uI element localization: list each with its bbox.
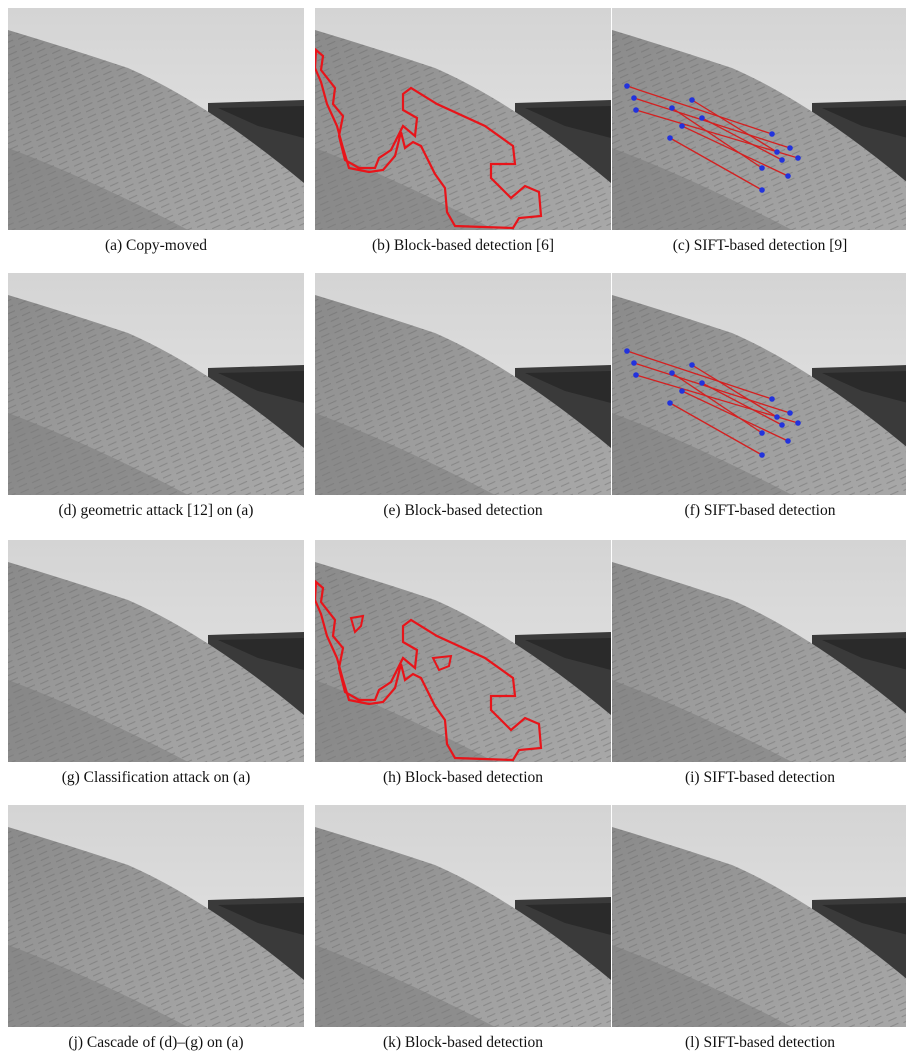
photo xyxy=(315,805,611,1027)
keypoint xyxy=(689,97,695,103)
photo xyxy=(315,540,611,762)
keypoint xyxy=(631,95,637,101)
keypoint xyxy=(769,131,775,137)
caption: (f) SIFT-based detection xyxy=(612,502,906,520)
keypoint xyxy=(779,422,785,428)
keypoint xyxy=(667,400,673,406)
photo xyxy=(8,805,304,1027)
caption: (a) Copy-moved xyxy=(8,237,304,255)
keypoint xyxy=(769,396,775,402)
keypoint xyxy=(699,380,705,386)
photo xyxy=(315,273,611,495)
scene xyxy=(8,8,304,230)
photo xyxy=(8,273,304,495)
panel: (i) SIFT-based detection xyxy=(612,540,906,787)
keypoint xyxy=(631,360,637,366)
caption: (j) Cascade of (d)–(g) on (a) xyxy=(8,1034,304,1052)
keypoint xyxy=(624,83,630,89)
keypoint xyxy=(633,372,639,378)
photo xyxy=(8,540,304,762)
keypoint xyxy=(759,452,765,458)
scene xyxy=(612,540,906,762)
panel: (j) Cascade of (d)–(g) on (a) xyxy=(8,805,304,1052)
keypoint xyxy=(787,145,793,151)
scene xyxy=(612,805,906,1027)
caption: (l) SIFT-based detection xyxy=(612,1034,906,1052)
photo xyxy=(315,8,611,230)
scene xyxy=(8,540,304,762)
photo xyxy=(8,8,304,230)
caption: (g) Classification attack on (a) xyxy=(8,769,304,787)
keypoint xyxy=(699,115,705,121)
keypoint xyxy=(689,362,695,368)
keypoint xyxy=(759,187,765,193)
panel: (e) Block-based detection xyxy=(315,273,611,520)
keypoint xyxy=(669,370,675,376)
scene xyxy=(315,540,611,762)
keypoint xyxy=(795,155,801,161)
keypoint xyxy=(774,414,780,420)
panel: (b) Block-based detection [6] xyxy=(315,8,611,255)
scene xyxy=(612,273,906,495)
panel: (h) Block-based detection xyxy=(315,540,611,787)
panel: (c) SIFT-based detection [9] xyxy=(612,8,906,255)
photo xyxy=(612,540,906,762)
caption: (b) Block-based detection [6] xyxy=(315,237,611,255)
caption: (d) geometric attack [12] on (a) xyxy=(8,502,304,520)
scene xyxy=(315,8,611,230)
keypoint xyxy=(795,420,801,426)
scene xyxy=(8,273,304,495)
scene xyxy=(612,8,906,230)
scene xyxy=(315,273,611,495)
panel: (a) Copy-moved xyxy=(8,8,304,255)
caption: (e) Block-based detection xyxy=(315,502,611,520)
keypoint xyxy=(779,157,785,163)
panel: (l) SIFT-based detection xyxy=(612,805,906,1052)
panel: (f) SIFT-based detection xyxy=(612,273,906,520)
keypoint xyxy=(679,123,685,129)
caption: (h) Block-based detection xyxy=(315,769,611,787)
caption: (i) SIFT-based detection xyxy=(612,769,906,787)
photo xyxy=(612,273,906,495)
scene xyxy=(8,805,304,1027)
keypoint xyxy=(669,105,675,111)
keypoint xyxy=(785,173,791,179)
scene xyxy=(315,805,611,1027)
caption: (c) SIFT-based detection [9] xyxy=(612,237,906,255)
keypoint xyxy=(679,388,685,394)
keypoint xyxy=(785,438,791,444)
keypoint xyxy=(667,135,673,141)
panel: (d) geometric attack [12] on (a) xyxy=(8,273,304,520)
keypoint xyxy=(774,149,780,155)
keypoint xyxy=(787,410,793,416)
keypoint xyxy=(633,107,639,113)
photo xyxy=(612,805,906,1027)
keypoint xyxy=(759,165,765,171)
keypoint xyxy=(759,430,765,436)
caption: (k) Block-based detection xyxy=(315,1034,611,1052)
panel: (k) Block-based detection xyxy=(315,805,611,1052)
keypoint xyxy=(624,348,630,354)
photo xyxy=(612,8,906,230)
page: (a) Copy-moved (b) Block-based detection … xyxy=(0,0,906,1060)
panel: (g) Classification attack on (a) xyxy=(8,540,304,787)
